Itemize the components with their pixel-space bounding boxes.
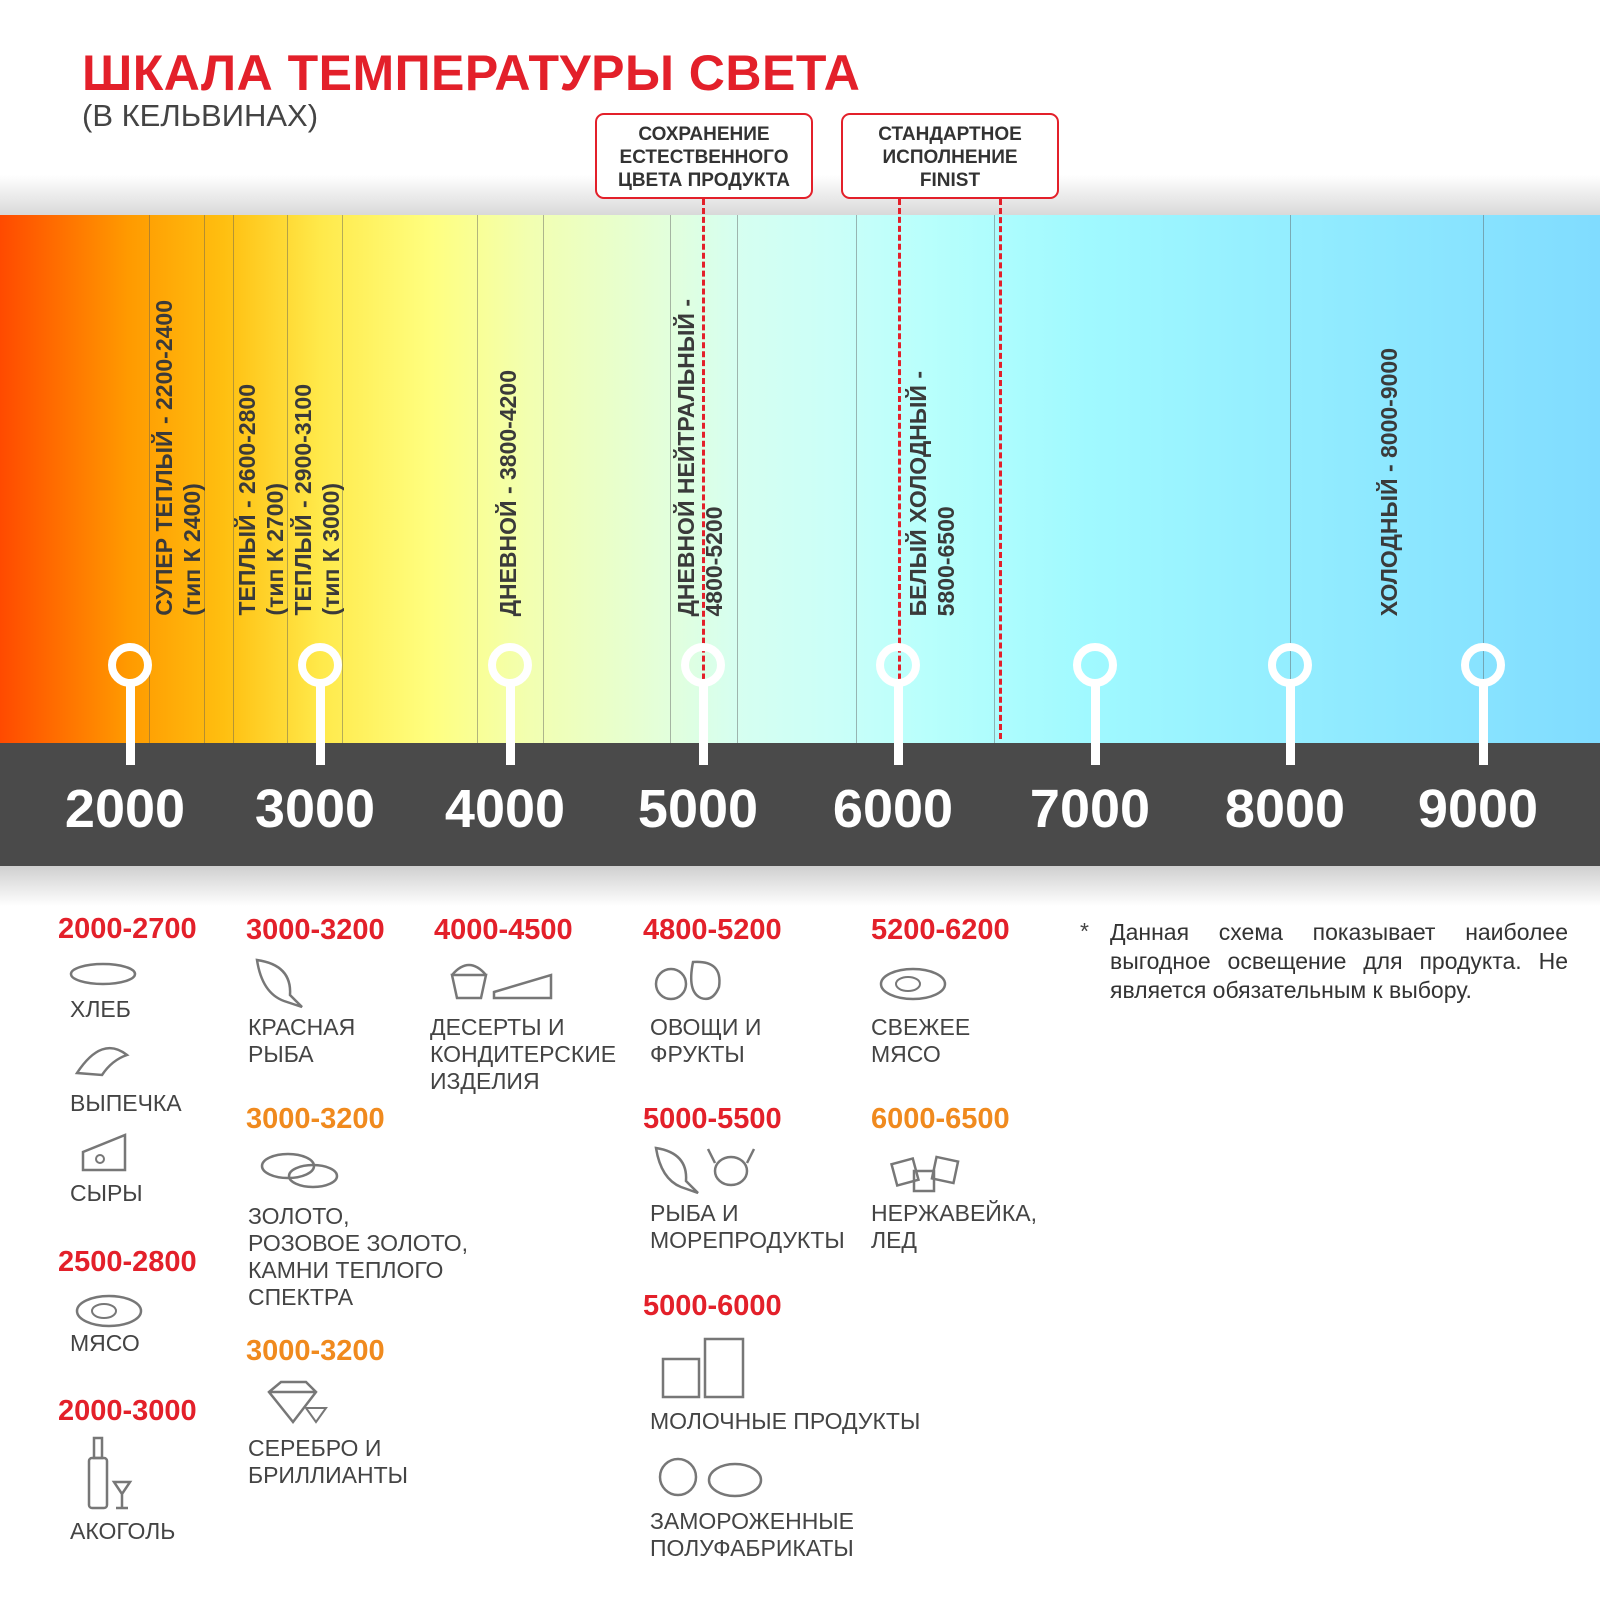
divider <box>477 215 478 743</box>
page-title: ШКАЛА ТЕМПЕРАТУРЫ СВЕТА <box>82 45 861 101</box>
color-temperature-gradient <box>0 215 1600 743</box>
range-label: 3000-3200 <box>246 1335 385 1367</box>
scale-pin-marker <box>298 643 342 765</box>
scale-tick-label: 3000 <box>254 779 376 839</box>
divider <box>233 215 234 743</box>
band-label-warm-3000: ТЕПЛЫЙ - 2900-3100 (тип К 3000) <box>290 384 344 616</box>
divider <box>994 215 995 743</box>
scale-tick-label: 5000 <box>637 779 759 839</box>
scale-tick-label: 9000 <box>1417 779 1539 839</box>
range-label: 2000-2700 <box>58 913 197 945</box>
divider <box>670 215 671 743</box>
scale-pin-marker <box>1461 643 1505 765</box>
scale-tick-label: 4000 <box>444 779 566 839</box>
scale-pin-marker <box>108 643 152 765</box>
rings-icon <box>260 1152 339 1189</box>
divider <box>856 215 857 743</box>
product-red-fish: КРАСНАЯ РЫБА <box>248 1014 356 1067</box>
range-label: 2500-2800 <box>58 1246 197 1278</box>
callout-natural-color: СОХРАНЕНИЕ ЕСТЕСТВЕННОГО ЦВЕТА ПРОДУКТА <box>595 113 813 199</box>
product-vegetables: ОВОЩИ И ФРУКТЫ <box>650 1014 762 1067</box>
product-seafood: РЫБА И МОРЕПРОДУКТЫ <box>650 1200 845 1253</box>
product-pastry: ВЫПЕЧКА <box>70 1090 182 1116</box>
band-label-super-warm: СУПЕР ТЕПЛЫЙ - 2200-2400 (тип К 2400) <box>151 300 205 616</box>
disclaimer-note: Данная схема показывает наиболее выгодно… <box>1110 919 1568 1003</box>
scale-pin-marker <box>488 643 532 765</box>
cheese-icon <box>81 1133 127 1172</box>
scale-tick-label: 8000 <box>1224 779 1346 839</box>
vegetables-icon <box>654 960 721 1001</box>
scale-tick-label: 6000 <box>832 779 954 839</box>
range-label: 4000-4500 <box>434 914 573 946</box>
range-label: 3000-3200 <box>246 914 385 946</box>
scale-tick-label: 2000 <box>64 779 186 839</box>
divider <box>737 215 738 743</box>
band-label-daylight-neutral: ДНЕВНОЙ НЕЙТРАЛЬНЫЙ -4800-5200 <box>673 298 727 617</box>
divider <box>1290 215 1291 743</box>
range-label: 2000-3000 <box>58 1395 197 1427</box>
range-label: 5200-6200 <box>871 914 1010 946</box>
product-cheese: СЫРЫ <box>70 1180 143 1206</box>
range-label: 3000-3200 <box>246 1103 385 1135</box>
product-dairy: МОЛОЧНЫЕ ПРОДУКТЫ <box>650 1408 921 1434</box>
bread-icon <box>69 962 137 986</box>
kelvin-scale-bar <box>0 743 1600 866</box>
divider <box>204 215 205 743</box>
product-frozen: ЗАМОРОЖЕННЫЕ ПОЛУФАБРИКАТЫ <box>650 1508 855 1561</box>
band-label-cold-white: БЕЛЫЙ ХОЛОДНЫЙ -5800-6500 <box>905 370 959 616</box>
fish-icon <box>255 958 303 1009</box>
note-asterisk: * <box>1080 918 1089 944</box>
product-bread: ХЛЕБ <box>70 996 131 1022</box>
milk-icon <box>661 1337 745 1399</box>
finist-range-end-line <box>999 199 1002 739</box>
finist-range-start-line <box>898 199 901 769</box>
page-subtitle: (В КЕЛЬВИНАХ) <box>82 98 319 133</box>
range-label: 4800-5200 <box>643 914 782 946</box>
divider <box>342 215 343 743</box>
product-silver: СЕРЕБРО И БРИЛЛИАНТЫ <box>248 1435 409 1488</box>
band-shadow-bottom <box>0 866 1600 906</box>
product-fresh-meat: СВЕЖЕЕ МЯСО <box>871 1014 971 1067</box>
diamond-icon <box>267 1380 328 1425</box>
divider <box>149 215 150 743</box>
band-label-daylight: ДНЕВНОЙ - 3800-4200 <box>495 369 521 616</box>
frozen-food-icon <box>658 1457 763 1498</box>
croissant-icon <box>74 1046 130 1077</box>
band-label-warm-2700: ТЕПЛЫЙ - 2600-2800 (тип К 2700) <box>234 384 288 616</box>
callout-finist-standard: СТАНДАРТНОЕ ИСПОЛНЕНИЕ FINIST <box>841 113 1059 199</box>
product-gold: ЗОЛОТО, РОЗОВОЕ ЗОЛОТО, КАМНИ ТЕПЛОГО СП… <box>248 1203 468 1310</box>
product-desserts: ДЕСЕРТЫ И КОНДИТЕРСКИЕ ИЗДЕЛИЯ <box>430 1014 617 1094</box>
scale-pin-marker <box>1073 643 1117 765</box>
natural-color-marker-line <box>702 199 705 769</box>
dessert-icon <box>450 963 553 1000</box>
range-label: 5000-5500 <box>643 1103 782 1135</box>
wine-bottle-icon <box>87 1436 133 1510</box>
scale-pin-marker <box>1268 643 1312 765</box>
scale-pin-marker <box>876 643 920 765</box>
divider <box>1483 215 1484 743</box>
divider <box>543 215 544 743</box>
steak-icon <box>75 1294 143 1328</box>
ice-cubes-icon <box>890 1155 960 1193</box>
product-meat: МЯСО <box>70 1330 140 1356</box>
range-label: 5000-6000 <box>643 1290 782 1322</box>
seafood-icon <box>654 1146 756 1195</box>
band-label-cold: ХОЛОДНЫЙ - 8000-9000 <box>1376 347 1402 616</box>
product-alcohol: АКОГОЛЬ <box>70 1518 176 1544</box>
product-steel-ice: НЕРЖАВЕЙКА, ЛЕД <box>871 1200 1037 1253</box>
divider <box>287 215 288 743</box>
scale-tick-label: 7000 <box>1029 779 1151 839</box>
range-label: 6000-6500 <box>871 1103 1010 1135</box>
fresh-meat-icon <box>879 967 947 1001</box>
scale-pin-marker <box>681 643 725 765</box>
